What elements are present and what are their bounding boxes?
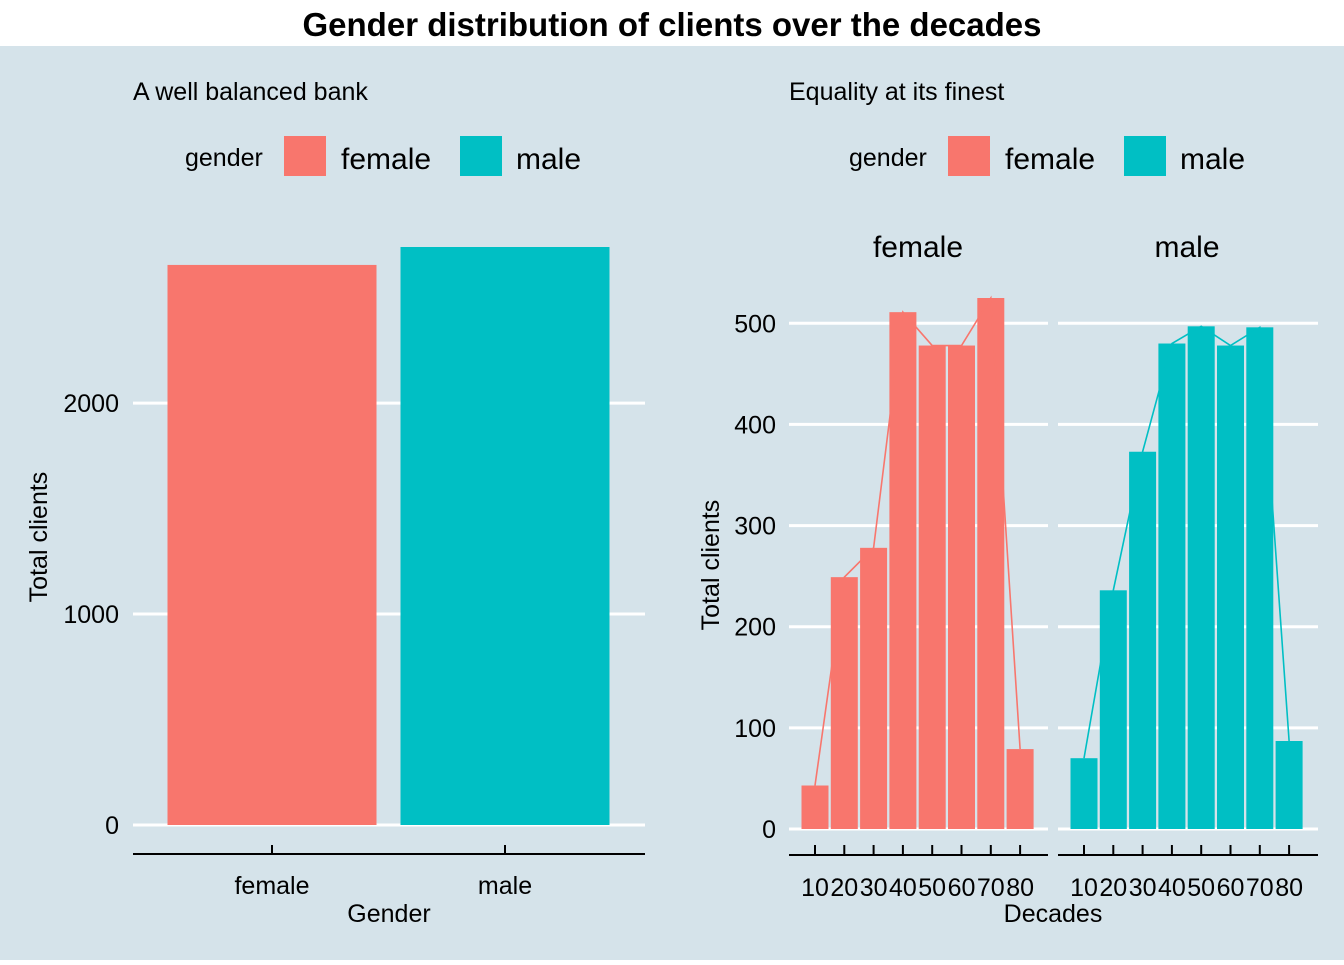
left-y-tick-label: 1000 (63, 601, 119, 629)
right-x-tick-label-female: 60 (948, 874, 976, 902)
right-subtitle: Equality at its finest (789, 78, 1004, 106)
right-bar-female-30 (860, 547, 888, 829)
left-x-tick-label: female (234, 872, 309, 900)
left-bar-female (167, 264, 377, 825)
right-bar-female-70 (977, 298, 1005, 829)
right-y-tick-label: 500 (734, 310, 776, 338)
left-x-tick-label: male (478, 872, 532, 900)
right-x-tick-label-male: 40 (1158, 874, 1186, 902)
right-bar-male-20 (1099, 590, 1127, 829)
right-bar-female-80 (1006, 749, 1034, 829)
right-x-tick-label-male: 30 (1129, 874, 1157, 902)
right-x-tick-label-female: 20 (830, 874, 858, 902)
left-legend-label-female: female (341, 143, 431, 176)
title-strip (0, 0, 1344, 46)
left-legend-title: gender (185, 144, 263, 172)
right-bar-female-20 (830, 577, 858, 829)
right-bar-male-60 (1217, 345, 1244, 829)
left-legend-key-male (460, 136, 502, 176)
right-legend-title: gender (849, 144, 927, 172)
right-x-tick-label-male: 70 (1246, 874, 1274, 902)
right-x-tick-label-male: 50 (1187, 874, 1215, 902)
right-y-axis-label: Total clients (697, 500, 725, 631)
right-line-female (814, 295, 1021, 786)
right-x-tick-label-female: 50 (918, 874, 946, 902)
right-bar-female-60 (948, 345, 975, 829)
right-x-tick-label-male: 20 (1099, 874, 1127, 902)
right-x-tick-label-male: 80 (1275, 874, 1303, 902)
left-x-axis-label: Gender (347, 900, 430, 928)
right-x-tick-label-female: 40 (889, 874, 917, 902)
right-bar-female-50 (918, 345, 946, 829)
right-x-axis-label: Decades (1004, 900, 1103, 928)
right-y-tick-label: 300 (734, 513, 776, 541)
right-legend-label-female: female (1005, 143, 1095, 176)
right-bar-male-30 (1129, 451, 1157, 829)
right-legend-key-male (1124, 136, 1166, 176)
left-legend-label-male: male (516, 143, 581, 176)
right-x-tick-label-female: 70 (977, 874, 1005, 902)
right-bar-female-10 (801, 785, 829, 829)
right-line-male (1083, 325, 1290, 759)
right-x-tick-label-female: 80 (1006, 874, 1034, 902)
left-y-tick-label: 0 (105, 812, 119, 840)
right-bar-male-10 (1070, 758, 1098, 829)
right-bar-male-80 (1275, 741, 1303, 829)
right-y-tick-label: 200 (734, 614, 776, 642)
left-plot-area: 0 1000 2000 female male (63, 247, 645, 900)
facet-label-male: male (1154, 231, 1219, 264)
facet-label-female: female (873, 231, 963, 264)
right-y-tick-label: 0 (762, 816, 776, 844)
left-subtitle: A well balanced bank (133, 78, 368, 106)
left-bar-male (400, 247, 610, 825)
chart-title: Gender distribution of clients over the … (303, 6, 1042, 43)
right-bar-male-50 (1187, 326, 1215, 829)
right-legend-label-male: male (1180, 143, 1245, 176)
right-legend-key-female (948, 136, 990, 176)
right-x-tick-label-female: 10 (801, 874, 829, 902)
right-x-tick-label-female: 30 (860, 874, 888, 902)
right-bar-male-40 (1158, 343, 1186, 829)
right-y-tick-label: 100 (734, 715, 776, 743)
right-bar-male-70 (1246, 327, 1274, 829)
right-y-tick-label: 400 (734, 411, 776, 439)
right-bar-female-40 (889, 312, 917, 829)
left-y-axis-label: Total clients (25, 472, 53, 603)
left-y-tick-label: 2000 (63, 390, 119, 418)
right-x-tick-label-male: 60 (1217, 874, 1245, 902)
left-legend-key-female (284, 136, 326, 176)
right-x-tick-label-male: 10 (1070, 874, 1098, 902)
